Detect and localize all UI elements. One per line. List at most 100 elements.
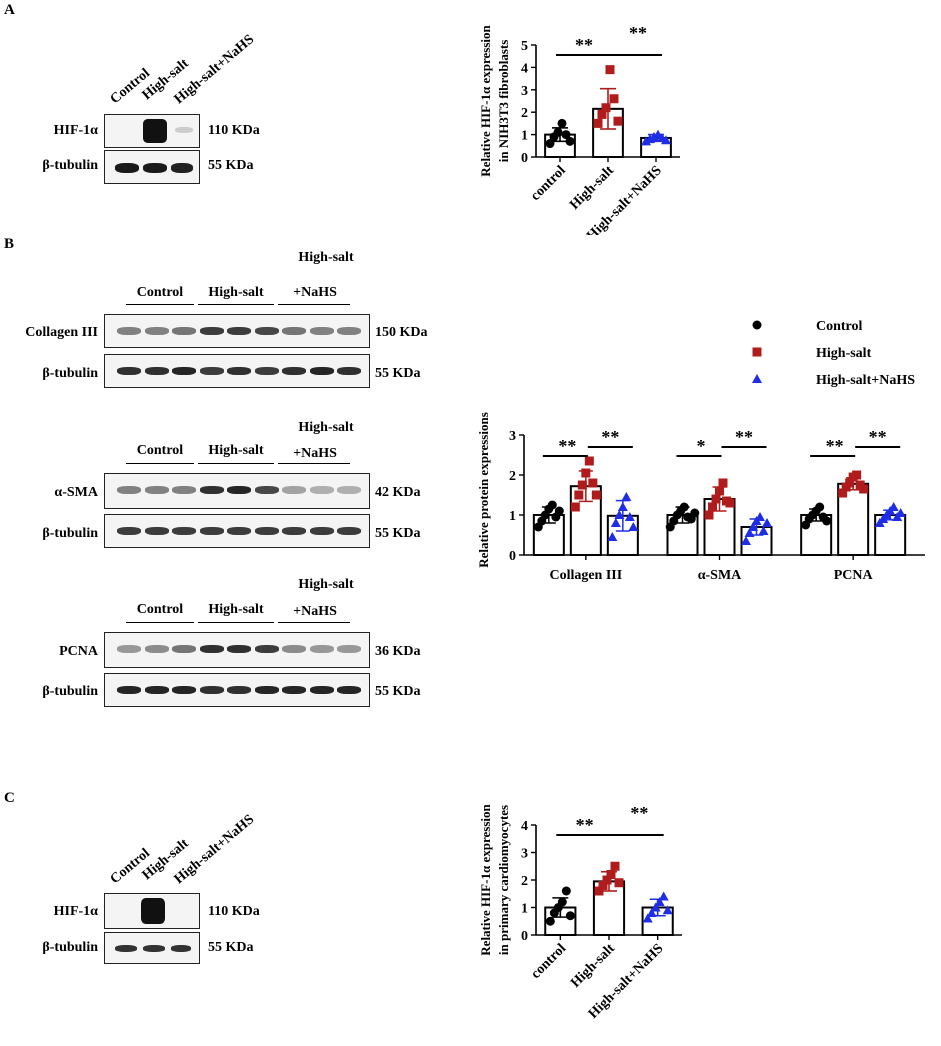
group-underline <box>198 622 274 623</box>
data-point-triangle <box>658 891 669 901</box>
blot-band <box>115 945 137 952</box>
blot-band <box>144 486 169 494</box>
blot-strip <box>104 114 200 148</box>
y-axis-label-line: Relative HIF-1α expression <box>478 25 493 177</box>
data-point-circle <box>553 127 563 137</box>
legend-label: Control <box>816 319 863 334</box>
data-point-square <box>711 494 721 504</box>
y-tick-label: 4 <box>521 819 528 834</box>
data-point-square <box>852 470 862 480</box>
data-point-square <box>704 510 714 520</box>
y-tick-label: 1 <box>521 129 528 144</box>
chart-c: 0 1 2 3 4 Relative HIF-1α expression in primar… <box>478 803 682 1022</box>
significance-label: ** <box>869 427 887 447</box>
blot-band <box>282 645 306 653</box>
blot-band <box>172 367 196 375</box>
blot-row-label: β-tubulin <box>42 526 98 541</box>
group-underline <box>126 463 194 464</box>
panel-label-c: C <box>4 790 15 806</box>
group-underline <box>278 463 350 464</box>
blot-band <box>227 527 251 535</box>
kda-label: 110 KDa <box>208 123 260 138</box>
blot-row-label: β-tubulin <box>42 366 98 381</box>
data-point-triangle <box>758 526 769 535</box>
y-tick-label: 3 <box>521 84 528 99</box>
data-point-square <box>708 502 717 512</box>
blot-band <box>144 645 169 653</box>
kda-label: 110 KDa <box>208 904 260 919</box>
y-tick-label: 2 <box>521 874 528 889</box>
blot-band <box>144 327 169 335</box>
kda-label: 55 KDa <box>375 526 421 541</box>
x-tick-label: Collagen III <box>549 568 622 583</box>
blot-band <box>227 327 251 335</box>
data-point-triangle <box>662 905 673 915</box>
blot-row-label: β-tubulin <box>42 940 98 955</box>
x-tick-label: α-SMA <box>698 568 742 583</box>
y-axis-label-line: Relative HIF-1α expression <box>478 804 493 956</box>
blot-band <box>117 527 141 535</box>
y-axis-label-line: in NIH3T3 fibroblasts <box>496 40 511 163</box>
blot-band <box>254 645 279 653</box>
significance-label: ** <box>630 803 648 823</box>
group-label-high-salt: High-salt <box>208 602 264 617</box>
data-point-triangle <box>614 510 625 519</box>
data-point-circle <box>554 506 564 516</box>
y-tick-label: 3 <box>521 847 528 862</box>
panel-label-a: A <box>4 2 15 18</box>
panel-label-b: B <box>4 236 15 252</box>
chart-b: 0 1 2 3 Relative protein expressions Control H… <box>476 319 925 583</box>
data-point-triangle <box>741 536 751 545</box>
kda-label: 55 KDa <box>208 158 254 173</box>
blot-band <box>171 945 191 952</box>
data-point-triangle <box>610 518 621 527</box>
y-tick-label: 0 <box>509 549 516 564</box>
data-point-circle <box>561 130 571 140</box>
data-point-triangle <box>762 518 772 527</box>
data-point-square <box>594 886 604 896</box>
data-point-triangle <box>748 522 758 531</box>
blot-band <box>254 486 279 494</box>
kda-label: 42 KDa <box>375 485 421 500</box>
data-point-circle <box>679 502 689 512</box>
blot-band <box>254 367 279 375</box>
data-point-square <box>602 875 612 885</box>
legend-label: High-salt+NaHS <box>816 373 915 388</box>
group-underline <box>278 622 350 623</box>
y-axis-label: Relative HIF-1α expression in primary car… <box>478 804 511 956</box>
blot-row-label: HIF-1α <box>53 123 98 138</box>
blot-row-label: β-tubulin <box>42 684 98 699</box>
data-point-circle <box>815 502 825 512</box>
blot-band <box>309 645 334 653</box>
blot-row-label: HIF-1α <box>53 904 98 919</box>
data-point-triangle <box>654 897 665 906</box>
blot-band <box>172 327 196 335</box>
data-point-square <box>597 109 607 119</box>
blot-band <box>144 527 169 535</box>
x-tick-label: control <box>528 941 569 982</box>
data-point-triangle <box>650 902 661 912</box>
y-tick-label: 1 <box>521 902 528 917</box>
data-point-square <box>601 103 611 113</box>
data-point-circle <box>547 500 557 510</box>
data-point-triangle <box>646 908 657 917</box>
blot-band <box>282 367 306 375</box>
blot-band <box>199 327 224 335</box>
data-point-square <box>581 468 591 478</box>
blot-strip <box>104 354 370 388</box>
y-axis-label-line: in primary cardiomyocytes <box>496 805 511 955</box>
blot-band <box>227 645 251 653</box>
blot-strip <box>104 514 370 548</box>
blot-band <box>117 645 141 653</box>
group-label-nahs: +NaHS <box>293 446 337 461</box>
data-point-square <box>752 347 762 357</box>
data-point-square <box>584 456 594 466</box>
data-point-triangle <box>624 512 635 521</box>
data-point-circle <box>545 916 555 926</box>
blot-band <box>337 527 361 535</box>
data-point-circle <box>557 897 567 907</box>
data-point-square <box>570 502 580 512</box>
data-point-square <box>715 486 724 496</box>
data-point-square <box>605 65 615 75</box>
data-point-triangle <box>621 492 632 501</box>
